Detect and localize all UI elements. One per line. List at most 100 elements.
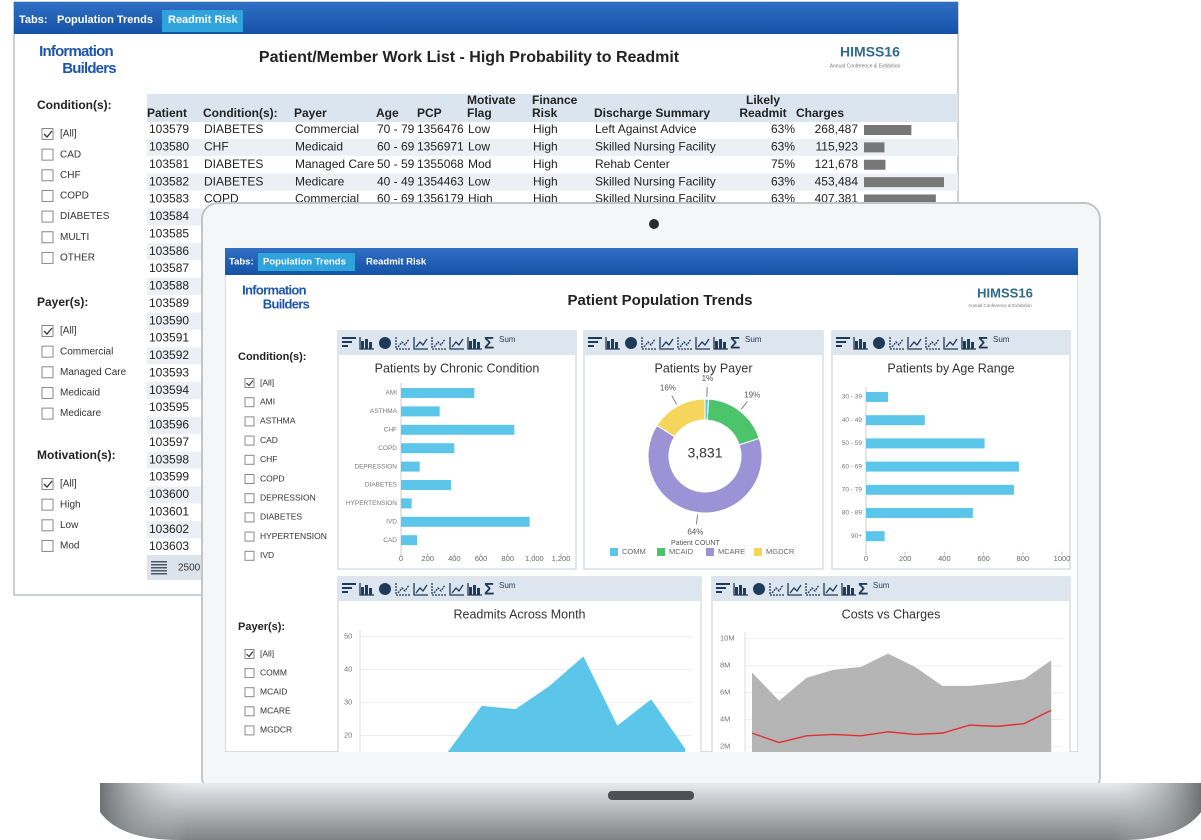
filter-option[interactable]: AMI bbox=[260, 396, 275, 406]
toolbar-button[interactable] bbox=[588, 337, 602, 347]
filter-option[interactable]: ASTHMA bbox=[260, 416, 296, 426]
filter-option[interactable]: Commercial bbox=[60, 346, 113, 357]
checkbox[interactable] bbox=[244, 416, 255, 427]
column-header[interactable]: Discharge Summary bbox=[594, 106, 710, 120]
column-header[interactable]: Finance bbox=[532, 93, 578, 107]
checkbox[interactable] bbox=[244, 649, 255, 659]
toolbar-label[interactable]: Sum bbox=[499, 581, 516, 590]
checkbox[interactable] bbox=[244, 512, 255, 523]
toolbar-label[interactable]: Sum bbox=[745, 335, 762, 344]
toolbar-button[interactable] bbox=[787, 583, 802, 596]
column-header[interactable]: PCP bbox=[417, 106, 442, 120]
sum-icon[interactable]: Σ bbox=[484, 333, 494, 352]
tab[interactable]: Readmit Risk bbox=[168, 14, 239, 26]
filter-option[interactable]: MULTI bbox=[60, 232, 89, 243]
column-header[interactable]: Flag bbox=[467, 106, 492, 120]
filter-option[interactable]: COPD bbox=[260, 473, 285, 483]
column-header[interactable]: Payer bbox=[294, 106, 327, 120]
checkbox[interactable] bbox=[41, 519, 54, 532]
filter-option[interactable]: OTHER bbox=[60, 253, 95, 264]
filter-option[interactable]: IVD bbox=[260, 550, 274, 560]
sum-icon[interactable]: Σ bbox=[858, 579, 868, 598]
checkbox[interactable] bbox=[41, 539, 54, 552]
checkbox[interactable] bbox=[41, 148, 54, 161]
filter-option[interactable]: Low bbox=[60, 520, 79, 531]
toolbar-button[interactable] bbox=[713, 337, 728, 350]
toolbar-button[interactable] bbox=[395, 583, 410, 596]
filter-option[interactable]: DEPRESSION bbox=[260, 492, 316, 502]
toolbar-button[interactable] bbox=[873, 337, 885, 349]
toolbar-button[interactable] bbox=[836, 337, 850, 347]
filter-option[interactable]: [All] bbox=[60, 479, 77, 490]
filter-option[interactable]: MCAID bbox=[260, 686, 287, 696]
toolbar-button[interactable] bbox=[925, 337, 940, 350]
checkbox[interactable] bbox=[41, 478, 54, 490]
toolbar-button[interactable] bbox=[449, 583, 464, 596]
toolbar-label[interactable]: Sum bbox=[499, 335, 516, 344]
column-header[interactable]: Likely bbox=[746, 93, 780, 107]
filter-option[interactable]: Mod bbox=[60, 541, 79, 552]
toolbar-button[interactable] bbox=[889, 337, 904, 350]
toolbar-button[interactable] bbox=[359, 337, 374, 350]
toolbar-button[interactable] bbox=[677, 337, 692, 350]
filter-option[interactable]: DIABETES bbox=[60, 211, 110, 222]
filter-option[interactable]: CAD bbox=[260, 435, 278, 445]
filter-option[interactable]: DIABETES bbox=[260, 512, 302, 522]
toolbar-button[interactable] bbox=[853, 337, 868, 350]
toolbar-label[interactable]: Sum bbox=[873, 581, 890, 590]
toolbar-button[interactable] bbox=[733, 583, 748, 596]
toolbar-button[interactable] bbox=[379, 583, 391, 595]
sum-icon[interactable]: Σ bbox=[978, 333, 988, 352]
checkbox[interactable] bbox=[244, 493, 255, 504]
checkbox[interactable] bbox=[244, 474, 255, 484]
toolbar-button[interactable] bbox=[659, 337, 674, 350]
toolbar-button[interactable] bbox=[342, 583, 356, 593]
checkbox[interactable] bbox=[41, 251, 54, 264]
filter-option[interactable]: [All] bbox=[260, 648, 274, 658]
checkbox[interactable] bbox=[244, 668, 255, 679]
filter-option[interactable]: [All] bbox=[60, 129, 77, 140]
toolbar-label[interactable]: Sum bbox=[993, 335, 1010, 344]
toolbar-button[interactable] bbox=[395, 337, 410, 350]
toolbar-button[interactable] bbox=[805, 583, 820, 596]
toolbar-button[interactable] bbox=[716, 583, 730, 593]
column-header[interactable]: Condition(s): bbox=[203, 106, 278, 120]
toolbar-button[interactable] bbox=[413, 337, 428, 350]
toolbar-button[interactable] bbox=[413, 583, 428, 596]
checkbox[interactable] bbox=[244, 706, 255, 717]
toolbar-button[interactable] bbox=[695, 337, 710, 350]
toolbar-button[interactable] bbox=[359, 583, 374, 596]
checkbox[interactable] bbox=[41, 407, 54, 420]
column-header[interactable]: Patient bbox=[147, 106, 187, 120]
checkbox[interactable] bbox=[244, 435, 255, 446]
toolbar-button[interactable] bbox=[449, 337, 464, 350]
tab[interactable]: Population Trends bbox=[263, 257, 346, 268]
toolbar-button[interactable] bbox=[841, 583, 856, 596]
checkbox[interactable] bbox=[41, 386, 54, 399]
checkbox[interactable] bbox=[41, 169, 54, 182]
sum-icon[interactable]: Σ bbox=[730, 333, 740, 352]
filter-option[interactable]: MCARE bbox=[260, 706, 291, 716]
checkbox[interactable] bbox=[244, 725, 255, 736]
toolbar-button[interactable] bbox=[961, 337, 976, 350]
toolbar-button[interactable] bbox=[467, 583, 482, 596]
filter-option[interactable]: CHF bbox=[260, 454, 277, 464]
column-header[interactable]: Motivate bbox=[467, 93, 516, 107]
sum-icon[interactable]: Σ bbox=[484, 579, 494, 598]
column-header[interactable]: Age bbox=[376, 106, 399, 120]
checkbox[interactable] bbox=[41, 210, 54, 223]
filter-option[interactable]: [All] bbox=[260, 377, 274, 387]
toolbar-button[interactable] bbox=[379, 337, 391, 349]
filter-option[interactable]: MGDCR bbox=[260, 725, 292, 735]
checkbox[interactable] bbox=[244, 531, 255, 542]
filter-option[interactable]: COPD bbox=[60, 191, 89, 202]
filter-option[interactable]: Managed Care bbox=[60, 367, 127, 378]
checkbox[interactable] bbox=[41, 498, 54, 511]
tab[interactable]: Readmit Risk bbox=[366, 257, 427, 268]
checkbox[interactable] bbox=[41, 189, 54, 202]
checkbox[interactable] bbox=[41, 366, 54, 379]
filter-option[interactable]: COMM bbox=[260, 667, 287, 677]
column-header[interactable]: Readmit bbox=[739, 106, 786, 120]
tab[interactable]: Population Trends bbox=[57, 14, 153, 26]
toolbar-button[interactable] bbox=[943, 337, 958, 350]
